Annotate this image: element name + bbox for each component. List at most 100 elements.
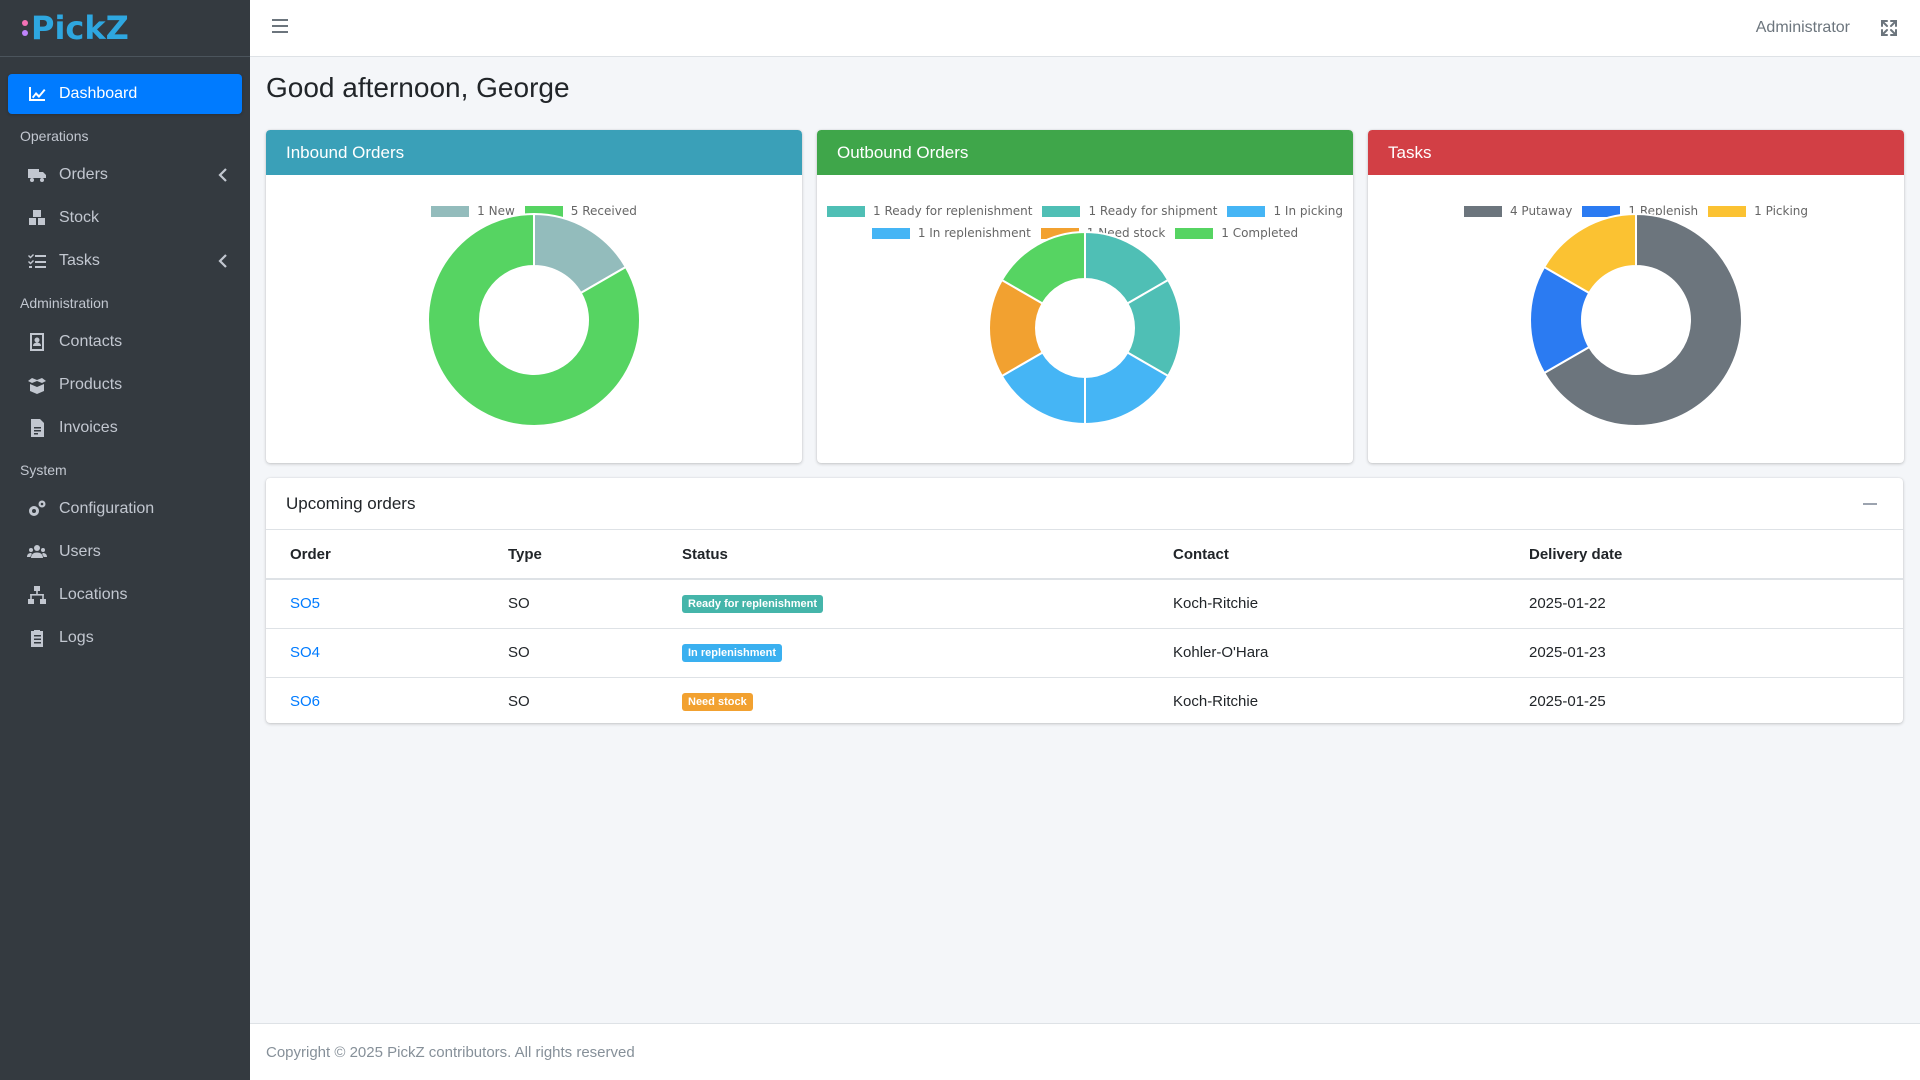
- sidebar-item-locations[interactable]: Locations: [8, 575, 242, 615]
- order-link[interactable]: SO5: [290, 595, 321, 613]
- order-link[interactable]: SO4: [290, 644, 321, 661]
- chart-area: 1 Ready for replenishment 1 Ready for shi…: [817, 175, 1353, 463]
- page-title: Good afternoon, George: [266, 72, 570, 103]
- footer: Copyright © 2025 PickZ contributors. All…: [250, 1023, 1920, 1080]
- sidebar-item-label: Logs: [59, 629, 94, 646]
- status-cell: Need stock: [658, 677, 1149, 723]
- chevron-left-icon: [218, 168, 227, 182]
- legend-item[interactable]: 1 Picking: [1708, 204, 1808, 218]
- order-cell: SO5: [266, 579, 484, 629]
- donut-chart: [427, 212, 641, 427]
- invoice-icon: [25, 418, 49, 438]
- sidebar-item-logs[interactable]: Logs: [8, 618, 242, 658]
- donut-slice-1-completed[interactable]: [1000, 230, 1086, 305]
- orders-card-header: Upcoming orders: [266, 478, 1903, 530]
- legend-item[interactable]: 1 New: [431, 204, 515, 218]
- contact-cell: Kohler-O'Hara: [1149, 628, 1505, 678]
- legend-label: 1 Picking: [1754, 204, 1809, 218]
- order-cell: SO6: [266, 677, 484, 723]
- order-link[interactable]: SO6: [290, 693, 321, 711]
- legend-swatch: [431, 205, 470, 217]
- donut-slice-1-picking[interactable]: [1542, 212, 1637, 295]
- legend-item[interactable]: 1 Completed: [1175, 226, 1298, 240]
- legend-label: 1 Completed: [1221, 226, 1299, 240]
- brand-logo[interactable]: PickZ: [22, 9, 129, 47]
- table-row: SO5 SO Ready for replenishment Koch-Ritchie…: [266, 579, 1903, 629]
- menu-toggle-icon[interactable]: [272, 19, 288, 35]
- sidebar-item-label: Contacts: [59, 333, 123, 350]
- donut-slice-4-putaway[interactable]: [1542, 212, 1743, 427]
- legend-item[interactable]: 4 Putaway: [1463, 204, 1572, 218]
- legend-swatch: [1582, 205, 1621, 217]
- cogs-icon: [25, 499, 49, 519]
- sidebar-item-label: Stock: [59, 209, 100, 226]
- type-cell: SO: [484, 579, 658, 629]
- card-header: Outbound Orders: [817, 130, 1353, 175]
- legend-swatch: [524, 205, 563, 217]
- sidebar-item-tasks[interactable]: Tasks: [8, 241, 242, 281]
- main-content: Good afternoon, George Inbound Orders 1 …: [250, 57, 1920, 1023]
- contact-cell: Koch-Ritchie: [1149, 579, 1505, 629]
- column-header-status: Status: [658, 530, 1149, 580]
- sidebar: PickZ Dashboard Operations Orders Stock Task…: [0, 0, 250, 1080]
- chart-legend: 1 Ready for replenishment 1 Ready for shi…: [817, 200, 1353, 244]
- outbound-orders-card: Outbound Orders 1 Ready for replenishmen…: [817, 130, 1353, 463]
- legend-swatch: [1227, 205, 1266, 217]
- table-row: SO4 SO In replenishment Kohler-O'Hara 2025-0…: [266, 628, 1903, 678]
- topbar: Administrator: [250, 0, 1920, 57]
- orders-table: Order Type Status Contact Delivery date SO5 S…: [266, 530, 1903, 723]
- legend-item[interactable]: 1 In replenishment: [871, 226, 1031, 240]
- sidebar-item-label: Products: [59, 376, 123, 393]
- upcoming-orders-card: Upcoming orders Order Type Status Contact De…: [266, 478, 1903, 723]
- legend-swatch: [1042, 205, 1081, 217]
- legend-item[interactable]: 1 In picking: [1227, 204, 1343, 218]
- fullscreen-icon[interactable]: [1880, 19, 1898, 37]
- status-cell: In replenishment: [658, 628, 1149, 678]
- card-header: Inbound Orders: [266, 130, 802, 175]
- legend-label: 1 In picking: [1273, 204, 1343, 218]
- table-row: SO6 SO Need stock Koch-Ritchie 2025-01-25: [266, 677, 1903, 723]
- legend-swatch: [1040, 227, 1079, 239]
- collapse-icon[interactable]: [1863, 502, 1877, 505]
- user-menu[interactable]: Administrator: [1755, 19, 1850, 36]
- nav-header-administration: Administration: [20, 295, 109, 311]
- brand[interactable]: PickZ: [0, 0, 250, 57]
- legend-row: 4 Putaway 1 Replenish 1 Picking: [1368, 200, 1904, 222]
- sidebar-item-label: Tasks: [59, 252, 100, 269]
- donut-slice-5-received[interactable]: [427, 212, 641, 427]
- legend-item[interactable]: 1 Ready for shipment: [1042, 204, 1217, 218]
- nav-header-operations: Operations: [20, 128, 89, 144]
- sidebar-item-dashboard[interactable]: Dashboard: [8, 74, 242, 114]
- donut-chart: [1529, 212, 1743, 427]
- legend-swatch: [871, 227, 910, 239]
- legend-label: 1 In replenishment: [917, 226, 1031, 240]
- sidebar-item-configuration[interactable]: Configuration: [8, 489, 242, 529]
- sidebar-item-label: Dashboard: [59, 85, 138, 102]
- sidebar-item-products[interactable]: Products: [8, 365, 242, 405]
- card-header: Tasks: [1368, 130, 1904, 175]
- status-badge: In replenishment: [682, 643, 783, 663]
- inbound-orders-card: Inbound Orders 1 New 5 Received: [266, 130, 802, 463]
- sidebar-item-users[interactable]: Users: [8, 532, 242, 572]
- legend-item[interactable]: 5 Received: [524, 204, 637, 218]
- sidebar-item-stock[interactable]: Stock: [8, 198, 242, 238]
- sidebar-item-invoices[interactable]: Invoices: [8, 408, 242, 448]
- legend-label: 1 Ready for replenishment: [873, 204, 1033, 218]
- sidebar-item-label: Users: [59, 543, 101, 560]
- legend-item[interactable]: 1 Ready for replenishment: [827, 204, 1032, 218]
- sidebar-item-contacts[interactable]: Contacts: [8, 322, 242, 362]
- column-header-delivery-date: Delivery date: [1505, 530, 1903, 580]
- legend-row: 1 New 5 Received: [266, 200, 802, 222]
- status-badge: Need stock: [682, 693, 753, 712]
- status-cell: Ready for replenishment: [658, 579, 1149, 629]
- donut-chart: [988, 230, 1182, 426]
- contact-cell: Koch-Ritchie: [1173, 693, 1259, 711]
- brand-name: PickZ: [31, 9, 129, 47]
- sidebar-item-orders[interactable]: Orders: [8, 155, 242, 195]
- legend-label: 1 New: [477, 204, 515, 218]
- clipboard-icon: [25, 628, 49, 648]
- status-badge: Ready for replenishment: [682, 595, 823, 614]
- column-header-contact: Contact: [1149, 530, 1505, 580]
- table-header-row: Order Type Status Contact Delivery date: [266, 530, 1903, 580]
- legend-label: 1 Ready for shipment: [1088, 204, 1218, 218]
